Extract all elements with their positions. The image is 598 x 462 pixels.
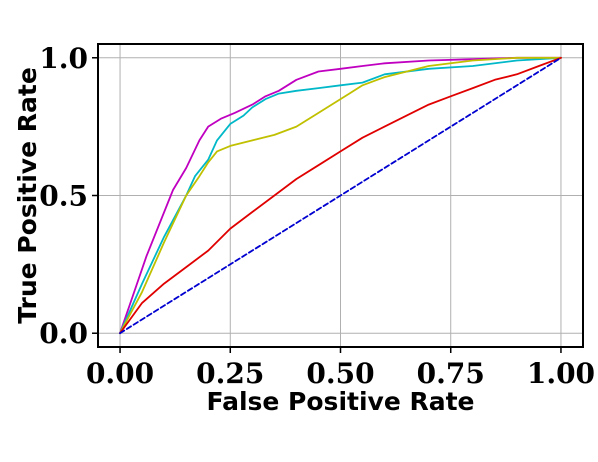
chance-diagonal-line <box>119 56 562 335</box>
roc-curve-1 <box>119 56 562 335</box>
y-tick-label: 1.0 <box>39 42 88 75</box>
y-tick-label: 0.0 <box>39 317 88 350</box>
x-tick-label: 0.25 <box>196 357 264 390</box>
roc-curve-2 <box>119 56 562 335</box>
x-tick-label: 0.00 <box>86 357 154 390</box>
x-tick-label: 1.00 <box>527 357 595 390</box>
x-tick-label: 0.75 <box>417 357 485 390</box>
roc-curves <box>119 56 562 335</box>
roc-curve-4 <box>119 56 562 335</box>
x-tick-label: 0.50 <box>306 357 374 390</box>
x-axis-title: False Positive Rate <box>206 387 474 416</box>
roc-curve-3 <box>119 56 562 335</box>
y-axis-title: True Positive Rate <box>13 67 42 324</box>
axis-ticks: 0.00 0.25 0.50 0.75 1.00 0.0 0.5 1.0 <box>39 42 595 390</box>
y-tick-label: 0.5 <box>39 180 88 213</box>
